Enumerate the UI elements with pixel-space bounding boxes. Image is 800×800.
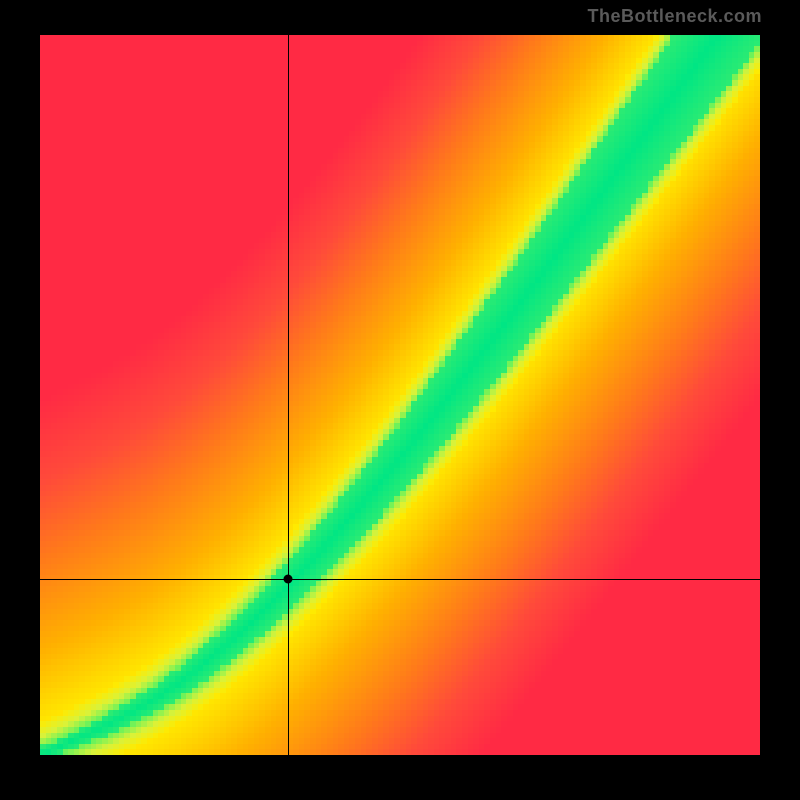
heatmap-canvas xyxy=(40,35,760,755)
heatmap-plot xyxy=(40,35,760,755)
crosshair-vertical xyxy=(288,35,289,755)
crosshair-horizontal xyxy=(40,579,760,580)
crosshair-marker xyxy=(284,574,293,583)
watermark-text: TheBottleneck.com xyxy=(587,6,762,27)
